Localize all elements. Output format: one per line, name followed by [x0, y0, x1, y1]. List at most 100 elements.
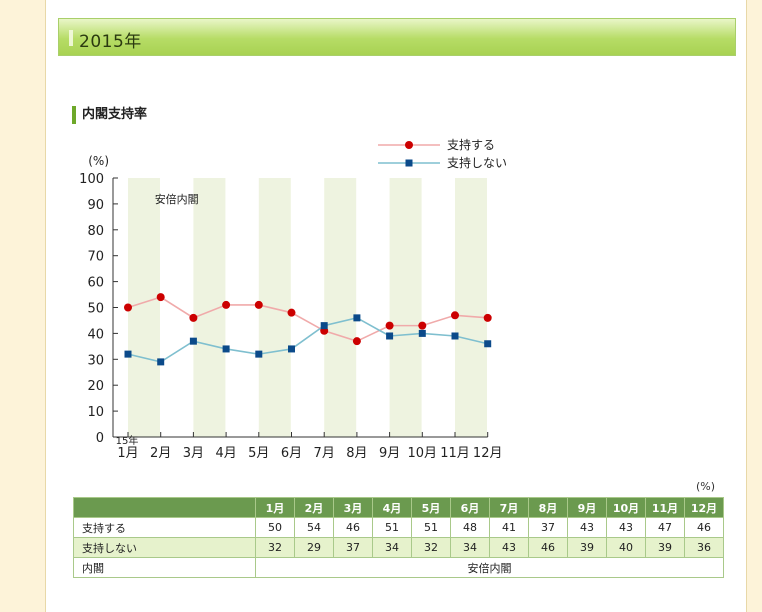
x-tick-label: 3月 — [183, 446, 204, 461]
table-cell: 34 — [450, 537, 490, 558]
data-point — [483, 313, 492, 322]
x-tick-label: 6月 — [281, 446, 302, 461]
table-cell: 43 — [489, 537, 529, 558]
x-tick-label: 1月 — [117, 446, 138, 461]
x-year-label: 15年 — [116, 434, 139, 447]
month-header: 12月 — [684, 497, 724, 518]
legend-label: 支持する — [447, 137, 495, 152]
series-line — [127, 296, 488, 343]
month-header: 1月 — [255, 497, 295, 518]
table-cell: 46 — [528, 537, 568, 558]
legend-marker — [405, 159, 413, 167]
table-cell: 48 — [450, 517, 490, 538]
x-tick-label: 5月 — [248, 446, 269, 461]
table-cell: 37 — [528, 517, 568, 538]
data-point — [156, 293, 165, 302]
data-point — [124, 350, 132, 358]
table-cell: 47 — [645, 517, 685, 538]
data-point — [255, 350, 263, 358]
y-tick-label: 90 — [87, 198, 104, 213]
data-point — [320, 322, 328, 330]
data-point — [353, 314, 361, 322]
data-point — [451, 332, 459, 340]
data-point — [484, 340, 492, 348]
cabinet-annotation: 安倍内閣 — [155, 192, 199, 206]
year-header: 2015年 — [58, 18, 736, 56]
y-axis-unit: (%) — [88, 154, 109, 168]
data-point — [418, 321, 427, 330]
y-tick-label: 0 — [96, 431, 104, 446]
month-header: 11月 — [645, 497, 685, 518]
month-header: 6月 — [450, 497, 490, 518]
data-point — [222, 300, 231, 309]
row-label: 支持しない — [73, 537, 256, 558]
y-tick-label: 10 — [87, 405, 104, 420]
data-point — [189, 337, 197, 345]
cabinet-cell: 安倍内閣 — [255, 557, 724, 578]
y-tick-label: 20 — [87, 379, 104, 394]
table-row-oppose: 支持しない 32 29 37 34 32 34 43 46 39 40 39 3… — [73, 537, 724, 558]
year-title: 2015年 — [79, 32, 142, 52]
data-point — [124, 303, 132, 312]
table-row-cabinet: 内閣 安倍内閣 — [73, 557, 724, 578]
data-point — [189, 313, 198, 322]
table-cell: 43 — [567, 517, 607, 538]
month-band — [389, 178, 422, 437]
table-cell: 41 — [489, 517, 529, 538]
row-label: 支持する — [73, 517, 256, 538]
y-tick-label: 40 — [87, 327, 104, 342]
x-tick-label: 10月 — [408, 446, 438, 461]
month-band — [455, 178, 487, 437]
month-header: 5月 — [411, 497, 451, 518]
row-label: 内閣 — [73, 557, 256, 578]
x-tick-label: 4月 — [215, 446, 236, 461]
x-tick-label: 12月 — [473, 446, 503, 461]
table-header-row: 1月 2月 3月 4月 5月 6月 7月 8月 9月 10月 11月 12月 — [73, 497, 724, 518]
table-cell: 51 — [411, 517, 451, 538]
data-point — [222, 345, 230, 353]
y-tick-label: 70 — [87, 250, 104, 265]
approval-line-chart: 0 10 20 30 40 50 60 70 80 90 100 (%) 1月 2月 3月 4月 5月 6月 7月 8… — [79, 137, 507, 461]
table-cell: 51 — [372, 517, 412, 538]
table-cell: 32 — [411, 537, 451, 558]
data-point — [451, 311, 459, 320]
month-header: 8月 — [528, 497, 568, 518]
month-band — [258, 178, 291, 437]
table-cell: 34 — [372, 537, 412, 558]
data-point — [352, 337, 361, 346]
month-header: 3月 — [333, 497, 373, 518]
data-point — [418, 329, 426, 337]
table-cell: 39 — [567, 537, 607, 558]
y-tick-label: 30 — [87, 353, 104, 368]
section-title: 内閣支持率 — [72, 106, 147, 124]
month-band — [324, 178, 357, 437]
series-line — [127, 317, 488, 363]
data-point — [386, 332, 394, 340]
data-point — [287, 308, 296, 317]
data-point — [385, 321, 394, 330]
legend-marker — [405, 141, 413, 149]
table-cell: 29 — [294, 537, 334, 558]
table-cell: 32 — [255, 537, 295, 558]
table-unit: (%) — [696, 480, 716, 493]
data-table: 1月 2月 3月 4月 5月 6月 7月 8月 9月 10月 11月 12月 支… — [73, 497, 724, 578]
y-tick-label: 50 — [87, 302, 104, 317]
month-header: 9月 — [567, 497, 607, 518]
data-point — [157, 358, 165, 366]
table-cell: 36 — [684, 537, 724, 558]
table-row-support: 支持する 50 54 46 51 51 48 41 37 43 43 47 46 — [73, 517, 724, 538]
legend-label: 支持しない — [447, 155, 507, 170]
x-tick-label: 11月 — [440, 446, 470, 461]
month-header: 10月 — [606, 497, 646, 518]
data-point — [254, 300, 263, 309]
month-header: 4月 — [372, 497, 412, 518]
x-tick-label: 8月 — [346, 446, 367, 461]
x-tick-label: 2月 — [150, 446, 171, 461]
table-cell: 54 — [294, 517, 334, 538]
header-accent-bar — [69, 30, 73, 46]
table-cell: 43 — [606, 517, 646, 538]
month-band — [128, 178, 160, 437]
month-header: 2月 — [294, 497, 334, 518]
table-cell: 50 — [255, 517, 295, 538]
x-tick-label: 9月 — [379, 446, 400, 461]
